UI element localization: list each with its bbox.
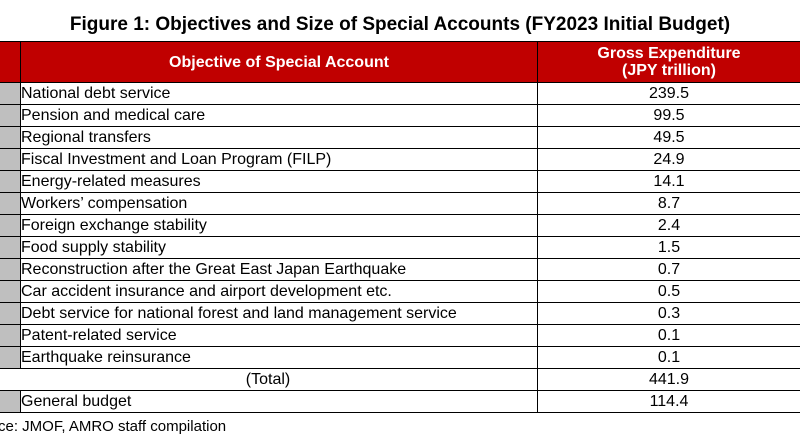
table-row: Pension and medical care 99.5 <box>0 104 800 127</box>
objective-cell: National debt service <box>20 82 538 105</box>
objective-cell: Car accident insurance and airport devel… <box>20 280 538 303</box>
row-stub-cell <box>0 236 21 259</box>
table-header-row: Objective of Special Account Gross Expen… <box>0 41 800 83</box>
table-row: Energy-related measures 14.1 <box>0 170 800 193</box>
row-stub-cell <box>0 324 21 347</box>
table-body: National debt service 239.5 Pension and … <box>0 82 800 413</box>
expenditure-cell: 0.5 <box>537 280 800 303</box>
table-row: Workers’ compensation 8.7 <box>0 192 800 215</box>
expenditure-cell: 0.7 <box>537 258 800 281</box>
objective-cell: Regional transfers <box>20 126 538 149</box>
objective-cell: Reconstruction after the Great East Japa… <box>20 258 538 281</box>
table-row: Reconstruction after the Great East Japa… <box>0 258 800 281</box>
row-stub-cell <box>0 214 21 237</box>
total-label: (Total) <box>0 368 538 391</box>
expenditure-header-line2: (JPY trillion) <box>622 62 716 79</box>
table-row: National debt service 239.5 <box>0 82 800 105</box>
figure-title: Figure 1: Objectives and Size of Special… <box>69 14 731 35</box>
expenditure-cell: 0.1 <box>537 346 800 369</box>
objective-cell: Earthquake reinsurance <box>20 346 538 369</box>
row-stub-cell <box>0 192 21 215</box>
objective-cell: Fiscal Investment and Loan Program (FILP… <box>20 148 538 171</box>
row-stub-cell <box>0 104 21 127</box>
expenditure-cell: 1.5 <box>537 236 800 259</box>
table-row: Earthquake reinsurance 0.1 <box>0 346 800 369</box>
expenditure-column-header: Gross Expenditure (JPY trillion) <box>537 41 800 83</box>
table-row: Regional transfers 49.5 <box>0 126 800 149</box>
row-stub-cell <box>0 280 21 303</box>
row-stub-cell <box>0 258 21 281</box>
objective-column-header: Objective of Special Account <box>20 41 538 83</box>
row-stub-cell <box>0 302 21 325</box>
row-stub-cell <box>0 148 21 171</box>
expenditure-cell: 8.7 <box>537 192 800 215</box>
expenditure-cell: 14.1 <box>537 170 800 193</box>
source-note: ce: JMOF, AMRO staff compilation <box>0 418 227 435</box>
expenditure-cell: 239.5 <box>537 82 800 105</box>
total-value: 441.9 <box>537 368 800 391</box>
header-stub-cell <box>0 41 21 83</box>
expenditure-cell: 24.9 <box>537 148 800 171</box>
objective-cell: Pension and medical care <box>20 104 538 127</box>
general-budget-label: General budget <box>20 390 538 413</box>
objective-cell: Food supply stability <box>20 236 538 259</box>
expenditure-cell: 2.4 <box>537 214 800 237</box>
table-row: Foreign exchange stability 2.4 <box>0 214 800 237</box>
row-stub-cell <box>0 346 21 369</box>
expenditure-cell: 99.5 <box>537 104 800 127</box>
table-row: Patent-related service 0.1 <box>0 324 800 347</box>
objective-cell: Workers’ compensation <box>20 192 538 215</box>
objective-cell: Patent-related service <box>20 324 538 347</box>
special-accounts-table: Objective of Special Account Gross Expen… <box>0 41 800 413</box>
objective-cell: Debt service for national forest and lan… <box>20 302 538 325</box>
expenditure-cell: 49.5 <box>537 126 800 149</box>
expenditure-cell: 0.3 <box>537 302 800 325</box>
expenditure-cell: 0.1 <box>537 324 800 347</box>
row-stub-cell <box>0 82 21 105</box>
row-stub-cell <box>0 390 21 413</box>
general-budget-value: 114.4 <box>537 390 800 413</box>
general-budget-row: General budget 114.4 <box>0 390 800 413</box>
total-row: (Total) 441.9 <box>0 368 800 391</box>
row-stub-cell <box>0 170 21 193</box>
row-stub-cell <box>0 126 21 149</box>
table-row: Food supply stability 1.5 <box>0 236 800 259</box>
table-row: Car accident insurance and airport devel… <box>0 280 800 303</box>
objective-cell: Energy-related measures <box>20 170 538 193</box>
objective-cell: Foreign exchange stability <box>20 214 538 237</box>
table-row: Fiscal Investment and Loan Program (FILP… <box>0 148 800 171</box>
table-row: Debt service for national forest and lan… <box>0 302 800 325</box>
expenditure-header-line1: Gross Expenditure <box>597 45 741 62</box>
